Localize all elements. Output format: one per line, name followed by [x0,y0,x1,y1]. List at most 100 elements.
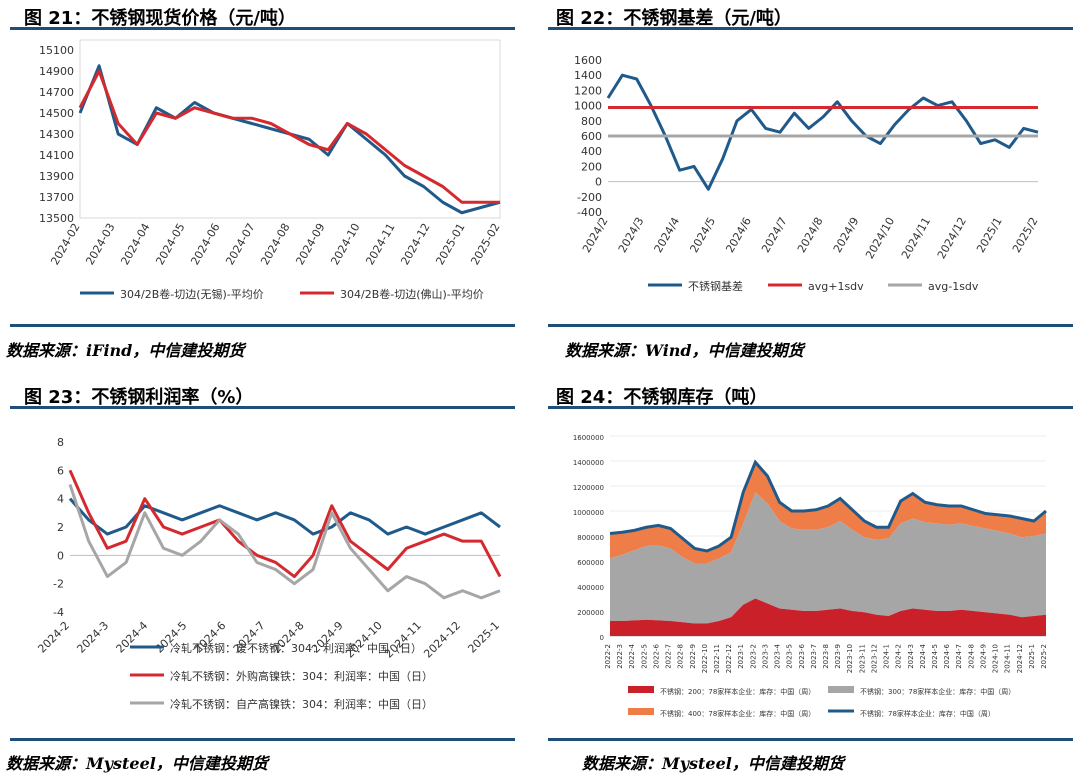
y-tick-label: 800000 [577,534,604,542]
y-tick-label: 14900 [39,65,74,78]
series-area [610,462,1046,564]
y-tick-label: 200000 [577,609,604,617]
x-tick-label: 2024-05 [153,221,187,267]
x-tick-label: 2024-8 [967,644,975,669]
y-tick-label: 14500 [39,107,74,120]
x-tick-label: 2024-4 [919,643,927,668]
y-tick-label: 1000000 [573,509,604,517]
x-tick-label: 2024-2 [895,644,903,669]
y-tick-label: 4 [57,493,64,506]
series-line [78,64,501,215]
x-tick-label: 2023-7 [810,644,818,669]
series-area [610,492,1046,624]
y-tick-label: 13500 [39,212,74,225]
x-tick-label: 2023-5 [786,644,794,669]
x-tick-label: 2024-1 [883,644,891,669]
y-tick-label: 0 [57,549,64,562]
legend-label: 304/2B卷-切边(无锡)-平均价 [120,287,264,301]
y-tick-label: 1600 [574,54,602,67]
x-tick-label: 2024-08 [258,221,292,267]
y-tick-label: 13900 [39,170,74,183]
x-tick-label: 2023-11 [858,644,866,673]
chart-title: 图 24：不锈钢库存（吨） [556,387,768,408]
x-tick-label: 2022-4 [628,643,636,668]
x-tick-label: 2025-1 [1028,644,1036,669]
chart-source: 数据来源：Wind，中信建投期货 [565,341,804,360]
y-tick-label: 13700 [39,191,74,204]
source-rule [548,324,1073,327]
y-tick-label: 14300 [39,128,74,141]
legend-label: avg-1sdv [928,280,979,293]
series-area [610,598,1046,636]
x-tick-label: 2022-11 [713,644,721,673]
title-rule [10,406,515,409]
source-rule [10,324,515,327]
x-tick-label: 2024/5 [687,215,718,255]
x-tick-label: 2024/3 [616,215,647,255]
y-tick-label: -4 [53,606,64,619]
x-tick-label: 2023-3 [761,644,769,669]
series-line [68,497,501,536]
x-tick-label: 2022-6 [652,643,660,668]
y-tick-label: 2 [57,521,64,534]
x-tick-label: 2024-4 [114,619,151,656]
y-tick-label: 1400 [574,69,602,82]
x-tick-label: 2024/12 [935,215,969,261]
x-tick-label: 2022-8 [677,644,685,669]
series-line [68,484,501,600]
x-tick-label: 2024-03 [83,221,117,267]
legend-label: 不锈钢：300：78家样本企业：库存：中国（周） [860,687,1015,696]
x-tick-label: 2024-10 [328,221,362,267]
x-tick-label: 2024-02 [48,221,82,267]
y-tick-label: 800 [581,115,602,128]
x-tick-label: 2022-2 [604,644,612,669]
x-tick-label: 2024/9 [831,215,862,255]
x-tick-label: 2024/2 [580,215,611,255]
legend-label: 不锈钢基差 [688,279,743,293]
series-line [68,469,502,579]
legend-label: 不锈钢：400：78家样本企业：库存：中国（周） [660,709,815,718]
x-tick-label: 2024/4 [652,215,683,255]
legend-swatch [628,686,654,693]
x-tick-label: 2022-10 [701,644,709,673]
x-tick-label: 2024-07 [223,221,257,267]
x-tick-label: 2022-7 [665,644,673,669]
chart-title: 图 21：不锈钢现货价格（元/吨） [24,8,296,29]
legend-swatch [628,708,654,715]
y-tick-label: 1200 [574,84,602,97]
chart-source: 数据来源：Mysteel，中信建投期货 [582,754,844,773]
x-tick-label: 2024-09 [293,221,327,267]
x-tick-label: 2022-9 [689,644,697,669]
chart-title: 图 23：不锈钢利润率（%） [24,387,254,408]
legend-swatch [828,686,854,693]
x-tick-label: 2024/10 [863,215,897,261]
source-rule [10,738,515,741]
x-tick-label: 2024/8 [795,215,826,255]
legend-label: 冷轧不锈钢：废不锈钢：304：利润率：中国（日） [170,641,422,655]
y-tick-label: 8 [57,436,64,449]
y-tick-label: 0 [595,176,602,189]
chart-title: 图 22：不锈钢基差（元/吨） [556,8,792,29]
inventory-chart: 0 200000 400000 600000 800000 1000000 1200000 1… [573,434,1048,718]
legend-label: avg+1sdv [808,280,864,293]
x-tick-label: 2024-12 [1016,644,1024,673]
spot-price-chart: 13500 13700 13900 14100 14300 14500 14700 14900… [39,39,503,301]
title-rule [548,27,1073,30]
source-rule [548,738,1073,741]
chart-source: 数据来源：iFind，中信建投期货 [6,341,245,360]
series-line [609,459,1047,553]
y-tick-label: 1600000 [573,434,604,442]
y-tick-label: 1400000 [573,459,604,467]
x-tick-label: 2025/2 [1010,215,1041,255]
y-tick-label: 1200000 [573,484,604,492]
basis-chart: -400 -200 0 200 400 600 800 1000 1200 1400 1600 202… [574,54,1041,293]
x-tick-label: 2025/1 [974,215,1005,255]
legend-label: 冷轧不锈钢：外购高镍铁：304：利润率：中国（日） [170,669,433,683]
plot-frame [79,39,501,219]
y-tick-label: -2 [53,578,64,591]
x-tick-label: 2024-12 [421,619,463,661]
x-tick-label: 2023-2 [749,644,757,669]
y-tick-label: 400000 [577,584,604,592]
x-tick-label: 2024-3 [907,644,915,669]
